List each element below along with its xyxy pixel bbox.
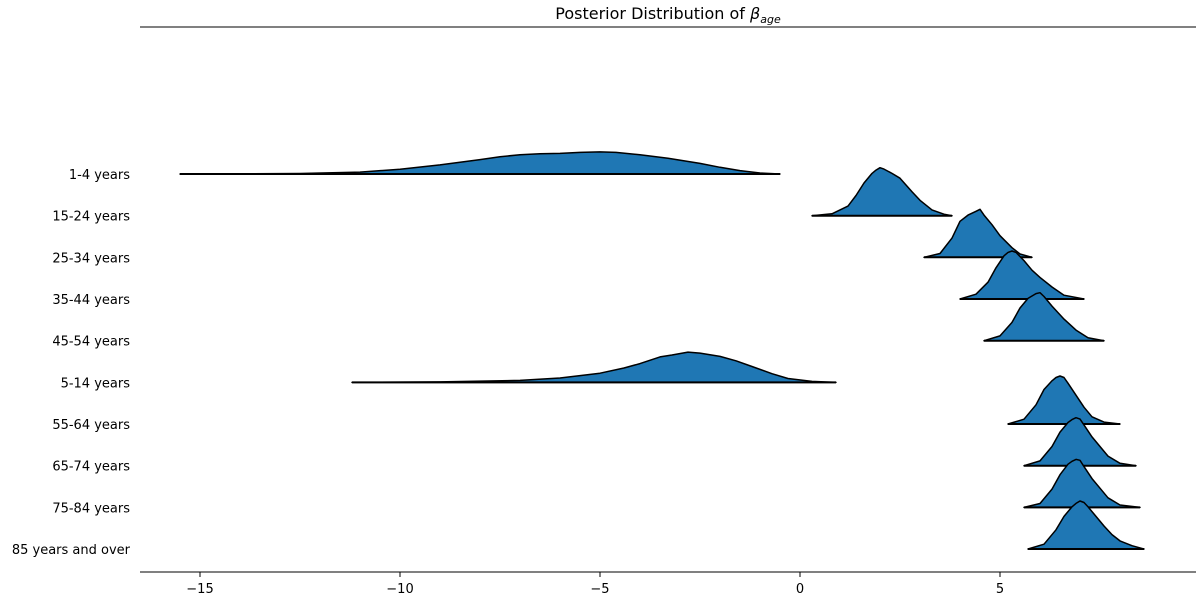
ridge-area-35-44-years xyxy=(959,250,1085,300)
category-label-85-years-and-over: 85 years and over xyxy=(12,543,131,558)
category-label-35-44-years: 35-44 years xyxy=(52,293,130,308)
ridge-area-85-years-and-over xyxy=(1027,500,1145,550)
x-axis-ticks: −15 −10 −5 0 5 xyxy=(186,572,1004,597)
x-tick-label: −5 xyxy=(590,582,609,597)
ridge-area-1-4-years xyxy=(179,151,781,175)
ridge-area-65-74-years xyxy=(1023,416,1137,467)
x-tick-label: 5 xyxy=(996,582,1004,597)
ridge-area-75-84-years xyxy=(1023,458,1141,509)
category-label-25-34-years: 25-34 years xyxy=(52,251,130,266)
category-label-45-54-years: 45-54 years xyxy=(52,335,130,350)
ridge-area-55-64-years xyxy=(1007,375,1121,425)
chart-title: Posterior Distribution of βage xyxy=(555,4,781,26)
ridge-area-45-54-years xyxy=(983,291,1105,342)
ridge-55-64-years xyxy=(1007,375,1121,425)
ridge-15-24-years xyxy=(811,166,953,217)
category-label-55-64-years: 55-64 years xyxy=(52,418,130,433)
category-label-1-4-years: 1-4 years xyxy=(69,168,130,183)
chart-title-symbol: β xyxy=(749,4,760,23)
x-tick-label: −10 xyxy=(386,582,413,597)
ridge-area-5-14-years xyxy=(351,351,837,384)
x-tick-label: 0 xyxy=(796,582,804,597)
ridge-85-years-and-over xyxy=(1027,500,1145,550)
ridges-group xyxy=(179,151,1145,550)
ridge-1-4-years xyxy=(179,151,781,175)
chart-title-text: Posterior Distribution of xyxy=(555,4,750,23)
ridge-5-14-years xyxy=(351,351,837,384)
ridge-area-15-24-years xyxy=(811,166,953,217)
category-label-15-24-years: 15-24 years xyxy=(52,210,130,225)
ridge-area-25-34-years xyxy=(923,208,1033,259)
x-tick-label: −15 xyxy=(186,582,213,597)
category-label-65-74-years: 65-74 years xyxy=(52,460,130,475)
ridge-45-54-years xyxy=(983,291,1105,342)
category-label-5-14-years: 5-14 years xyxy=(61,376,131,391)
category-label-75-84-years: 75-84 years xyxy=(52,501,130,516)
ridge-35-44-years xyxy=(959,250,1085,300)
category-labels: 1-4 years 15-24 years 25-34 years 35-44 yea… xyxy=(12,168,131,558)
chart-title-subscript: age xyxy=(760,13,781,26)
